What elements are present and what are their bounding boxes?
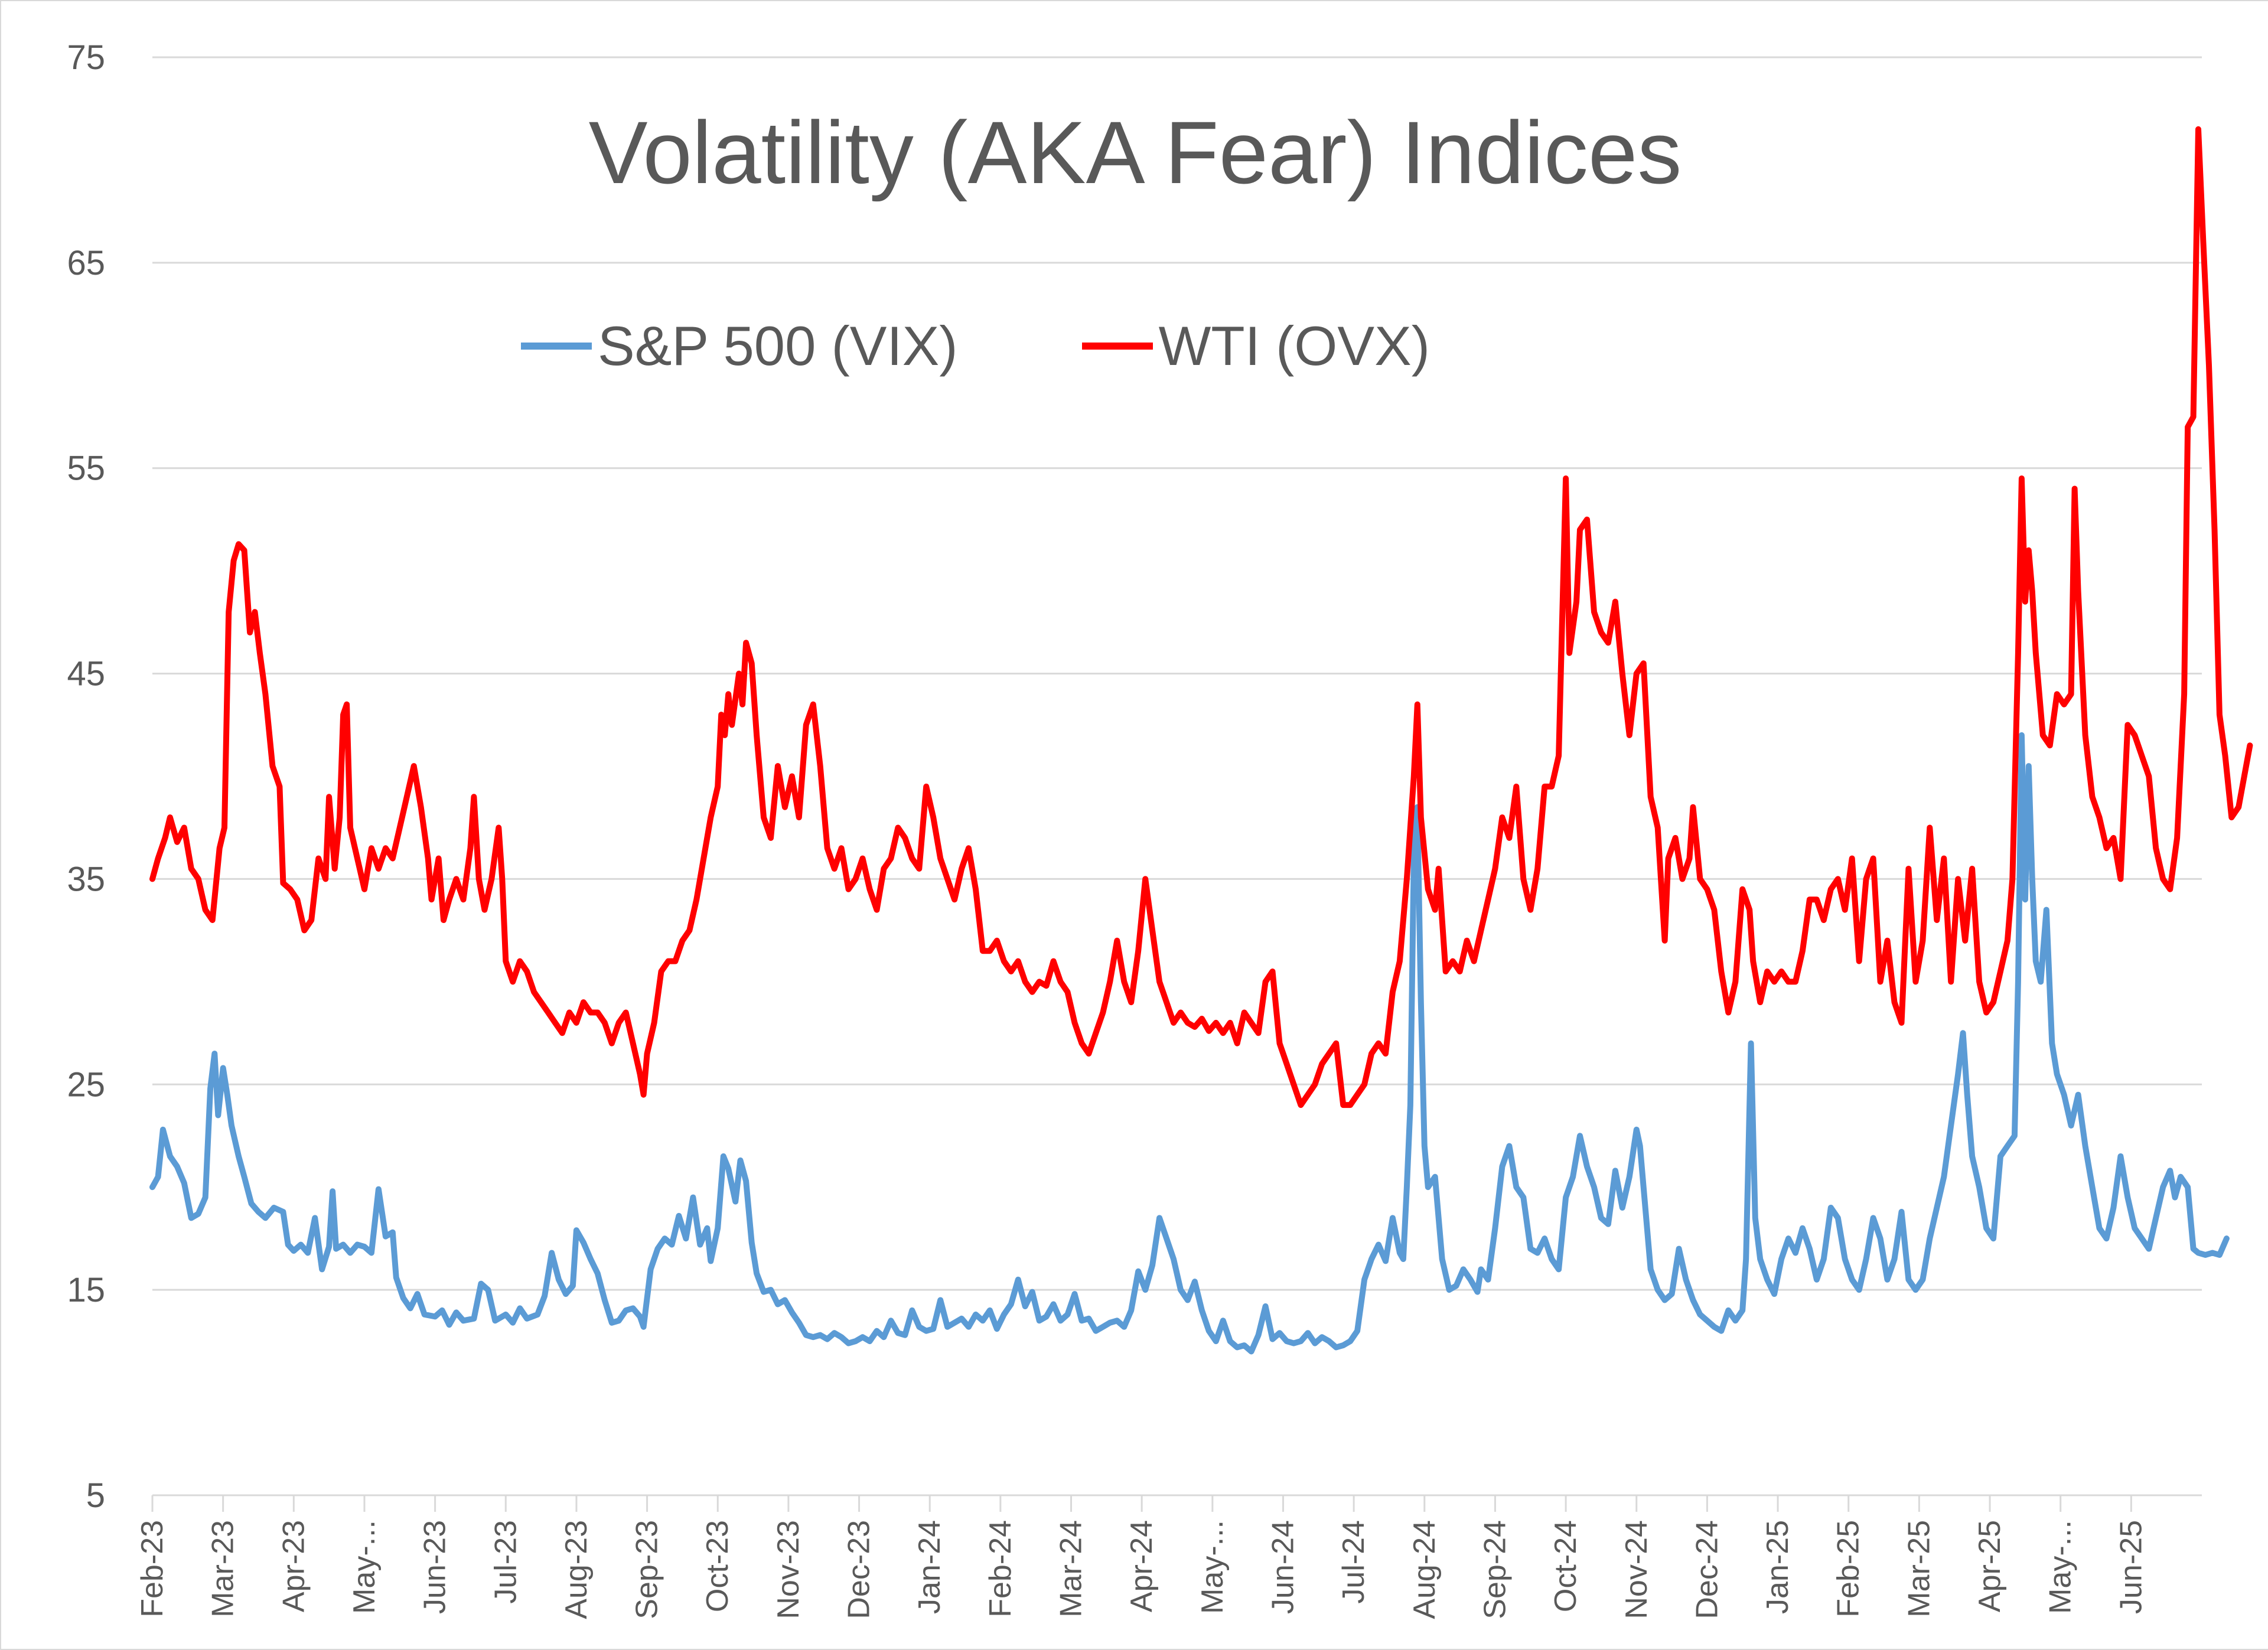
y-tick-label: 75 <box>67 38 105 77</box>
gridlines <box>152 56 2202 1291</box>
legend: S&P 500 (VIX) WTI (OVX) <box>521 314 1554 378</box>
legend-entry-ovx: WTI (OVX) <box>1081 314 1430 378</box>
legend-label-ovx: WTI (OVX) <box>1158 315 1430 377</box>
x-tick-label: Apr-25 <box>1973 1520 2007 1612</box>
x-tick-label: Jun-24 <box>1266 1520 1300 1614</box>
x-tick-label: Sep-24 <box>1478 1520 1512 1619</box>
x-tick-label: Mar-24 <box>1054 1520 1089 1618</box>
x-tick-label: May-... <box>2044 1520 2078 1614</box>
series-lines <box>149 126 2253 1355</box>
y-tick-label: 45 <box>67 655 105 693</box>
y-tick-label: 55 <box>67 449 105 488</box>
legend-swatch-vix <box>521 343 592 350</box>
x-tick-label: Jan-25 <box>1761 1520 1795 1614</box>
x-tick-label: Apr-24 <box>1125 1520 1159 1612</box>
x-tick-label: Jul-24 <box>1337 1520 1371 1604</box>
series-line-ovx <box>149 126 2253 1108</box>
legend-swatch-ovx <box>1081 343 1153 350</box>
x-tick-label: Mar-23 <box>206 1520 240 1618</box>
x-tick-label: Jan-24 <box>913 1520 947 1614</box>
x-tick-label: Aug-24 <box>1407 1520 1442 1619</box>
x-tick-label: Dec-23 <box>842 1520 876 1619</box>
legend-entry-vix: S&P 500 (VIX) <box>521 314 958 378</box>
x-tick-label: Sep-23 <box>630 1520 664 1619</box>
x-tick-label: Nov-24 <box>1619 1520 1654 1619</box>
y-tick-label: 65 <box>67 244 105 282</box>
x-tick-label: Feb-24 <box>983 1520 1018 1618</box>
x-tick-label: May-... <box>1195 1520 1230 1614</box>
x-tick-label: Dec-24 <box>1690 1520 1724 1619</box>
x-tick-label: Oct-23 <box>700 1520 735 1612</box>
x-tick-label: Aug-23 <box>559 1520 594 1619</box>
x-tick-label: Feb-25 <box>1832 1520 1866 1618</box>
x-tick-label: Jun-23 <box>418 1520 452 1614</box>
y-tick-label: 5 <box>86 1476 105 1515</box>
x-tick-label: May-... <box>347 1520 382 1614</box>
x-tick-label: Jul-23 <box>488 1520 523 1604</box>
chart-title: Volatility (AKA Fear) Indices <box>588 103 1682 202</box>
x-tick-label: Jun-25 <box>2114 1520 2148 1614</box>
x-tick-label: Nov-23 <box>771 1520 806 1619</box>
axes: 5 15 25 35 45 55 65 75 Feb-23 Mar-23 Apr-23 May-...… <box>67 38 2202 1619</box>
x-tick-label: Feb-23 <box>135 1520 170 1618</box>
legend-label-vix: S&P 500 (VIX) <box>598 315 958 377</box>
y-tick-label: 35 <box>67 860 105 898</box>
y-tick-label: 25 <box>67 1065 105 1104</box>
x-tick-label: Oct-24 <box>1549 1520 1583 1612</box>
x-tick-label: Apr-23 <box>276 1520 311 1612</box>
x-tick-label: Mar-25 <box>1902 1520 1936 1618</box>
series-line-vix <box>149 732 2230 1355</box>
y-tick-label: 15 <box>67 1271 105 1309</box>
